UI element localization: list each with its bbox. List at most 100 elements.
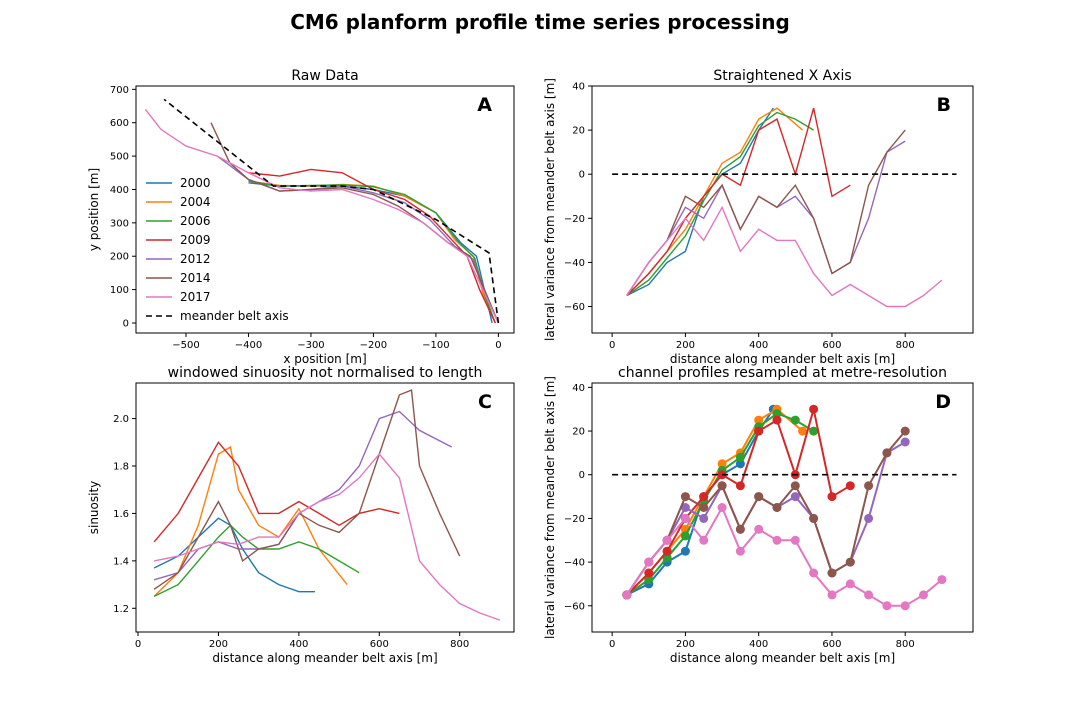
series-line-2012 — [625, 441, 906, 596]
y-tick-label: 700 — [110, 85, 129, 96]
x-tick-label: 200 — [676, 639, 695, 650]
y-tick-label: 400 — [110, 185, 129, 196]
x-tick-label: 400 — [289, 639, 308, 650]
data-point-2004 — [717, 459, 727, 469]
y-tick-label: −40 — [564, 558, 585, 569]
x-tick-label: −200 — [360, 340, 387, 351]
y-tick-label: 2.0 — [113, 414, 129, 425]
data-point-2014 — [735, 524, 745, 534]
x-tick-label: 600 — [822, 639, 841, 650]
data-point-2017 — [809, 568, 819, 578]
data-point-2017 — [772, 535, 782, 545]
series-line-2009 — [626, 107, 851, 296]
legend-label: 2009 — [180, 233, 211, 247]
data-point-2009 — [754, 426, 764, 436]
data-point-2017 — [919, 590, 928, 600]
data-point-2006 — [662, 553, 672, 563]
panel-c: 0 200 400 600 800 1.2 1.4 1.6 1.8 2.0 windowed sin… — [87, 365, 515, 665]
data-point-2014 — [717, 481, 727, 491]
data-point-2006 — [735, 452, 745, 462]
series-line-2006 — [153, 524, 360, 598]
data-point-2017 — [699, 535, 709, 545]
y-tick-label: 40 — [572, 82, 585, 93]
data-point-2012 — [864, 513, 874, 523]
data-point-2009 — [644, 568, 654, 578]
legend: 2000 2004 2006 2009 2012 2014 2017 meander belt… — [146, 176, 289, 323]
data-point-2014 — [680, 492, 690, 502]
plot-area — [153, 389, 501, 621]
panel-a: −500 −400 −300 −200 −100 0 0 100 200 300 400 500 600… — [87, 68, 515, 366]
data-point-2014 — [790, 481, 800, 491]
x-tick-label: 800 — [896, 639, 915, 650]
data-point-2017 — [864, 590, 874, 600]
data-point-2009 — [809, 404, 819, 414]
data-point-2000 — [735, 459, 745, 469]
panel-title: Straightened X Axis — [713, 68, 851, 84]
x-tick-label: 0 — [609, 639, 615, 650]
data-point-2017 — [754, 524, 764, 534]
x-tick-label: −500 — [172, 340, 199, 351]
legend-label: 2012 — [180, 252, 211, 266]
y-tick-label: −20 — [564, 514, 585, 525]
plot-area — [144, 98, 500, 324]
data-point-2017 — [845, 579, 855, 589]
y-tick-label: −20 — [564, 214, 585, 225]
series-line-2009 — [248, 168, 496, 324]
legend-label: 2014 — [180, 271, 211, 285]
y-tick-label: 300 — [110, 218, 129, 229]
data-point-2012 — [900, 437, 910, 447]
series-line-2014 — [626, 129, 906, 296]
legend-label: 2017 — [180, 290, 211, 304]
x-axis-label: distance along meander belt axis [m] — [212, 651, 437, 665]
x-tick-label: 600 — [370, 639, 389, 650]
data-point-2017 — [882, 601, 892, 611]
axes-frame — [135, 85, 515, 334]
legend-label: meander belt axis — [180, 309, 289, 323]
panel-title: channel profiles resampled at metre-reso… — [618, 365, 947, 381]
axes-frame — [591, 382, 974, 633]
y-tick-label: 200 — [110, 252, 129, 263]
data-point-2012 — [699, 513, 709, 523]
panel-letter: C — [478, 391, 492, 413]
x-tick-label: 0 — [135, 639, 141, 650]
data-point-2014 — [699, 503, 709, 512]
y-tick-label: 1.8 — [113, 462, 129, 473]
y-tick-label: 1.6 — [113, 509, 129, 520]
axes-frame — [135, 382, 515, 633]
data-point-2009 — [772, 415, 782, 425]
legend-label: 2004 — [180, 195, 211, 209]
y-axis-label: lateral variance from meander belt axis … — [543, 78, 557, 341]
data-point-2014 — [845, 557, 855, 567]
data-point-2017 — [937, 575, 947, 585]
data-point-2006 — [772, 409, 782, 419]
series-line-2014 — [210, 122, 500, 324]
data-point-2012 — [790, 492, 800, 502]
x-axis-label: distance along meander belt axis [m] — [670, 651, 895, 665]
series-line-2012 — [626, 140, 906, 296]
data-point-2009 — [827, 492, 837, 502]
panel-letter: D — [935, 391, 951, 413]
data-point-2009 — [845, 481, 855, 491]
x-tick-label: 0 — [495, 340, 501, 351]
data-point-2014 — [864, 481, 874, 491]
data-point-2014 — [900, 426, 910, 436]
data-point-2004 — [798, 426, 808, 436]
figure-title: CM6 planform profile time series process… — [290, 10, 790, 34]
data-point-2004 — [754, 415, 764, 425]
series-line-2004 — [153, 445, 348, 597]
series-line-2000 — [248, 182, 493, 324]
series-line-2014 — [625, 430, 906, 596]
y-tick-label: 20 — [572, 126, 585, 137]
data-point-2006 — [809, 426, 819, 436]
series-line-2012 — [153, 410, 453, 581]
data-point-2009 — [662, 546, 672, 556]
x-tick-label: 400 — [749, 340, 768, 351]
y-axis-label: sinuosity — [87, 481, 101, 535]
x-tick-label: 200 — [676, 340, 695, 351]
data-point-2017 — [717, 503, 727, 512]
panel-b: 0 200 400 600 800 −60 −40 −20 0 20 40 Straightened … — [543, 68, 974, 366]
series-line-2017 — [144, 108, 500, 324]
series-line-2006 — [248, 180, 496, 324]
y-tick-label: 1.2 — [113, 604, 129, 615]
